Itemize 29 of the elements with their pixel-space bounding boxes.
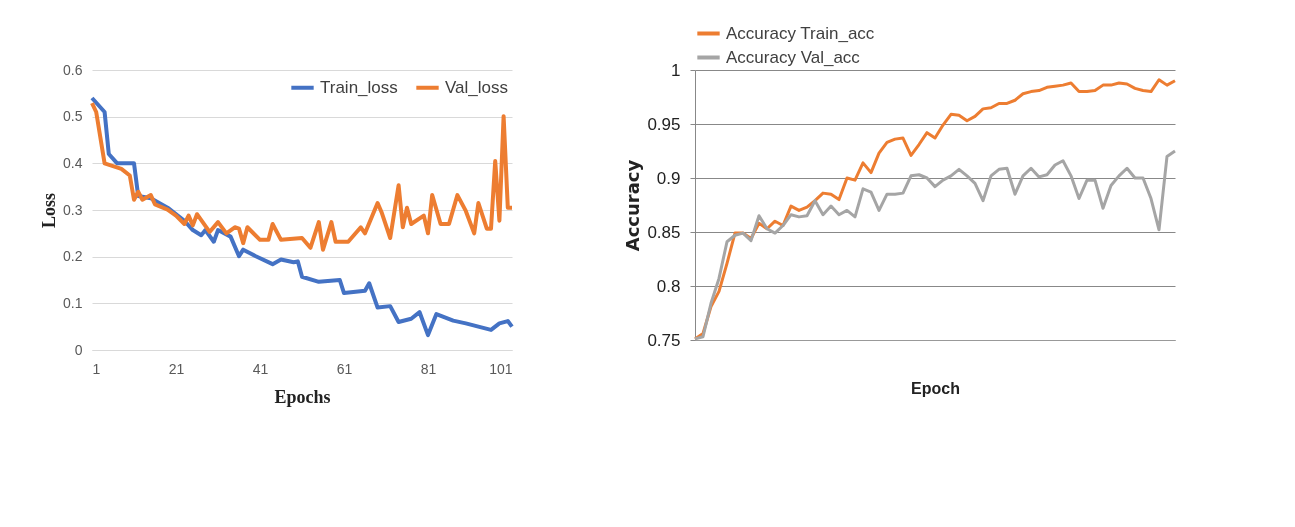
y-tick-label: 0.85 — [647, 222, 681, 242]
x-tick-label: 61 — [336, 360, 353, 377]
legend-label: Accuracy Train_acc — [726, 23, 875, 43]
y-tick-label: 0.8 — [656, 276, 681, 296]
line-series — [90, 101, 514, 252]
y-axis-title: Accuracy — [622, 159, 644, 252]
x-tick-label: 1 — [92, 360, 101, 377]
y-tick-label: 0.95 — [647, 114, 681, 134]
x-tick-label: 81 — [420, 360, 437, 377]
x-tick-label: 101 — [489, 360, 513, 377]
y-tick-label: 0.3 — [63, 201, 83, 218]
y-tick-label: 0.4 — [63, 154, 83, 171]
y-tick-label: 1 — [671, 60, 681, 80]
y-tick-label: 0.9 — [656, 168, 681, 188]
y-axis-title: Loss — [39, 192, 60, 229]
y-tick-label: 0.75 — [647, 330, 681, 350]
x-tick-label: 41 — [252, 360, 269, 377]
y-tick-label: 0.6 — [63, 61, 83, 78]
legend-label: Accuracy Val_acc — [726, 47, 861, 67]
legend-label: Train_loss — [320, 77, 398, 97]
x-axis-title: Epoch — [911, 379, 960, 397]
legend-label: Val_loss — [445, 77, 508, 97]
y-tick-label: 0.1 — [63, 294, 83, 311]
y-tick-label: 0.5 — [63, 108, 83, 125]
y-tick-label: 0.2 — [63, 248, 83, 265]
y-tick-label: 0 — [74, 341, 83, 358]
x-axis-title: Epochs — [274, 386, 331, 407]
line-series — [90, 96, 514, 338]
x-tick-label: 21 — [168, 360, 185, 377]
